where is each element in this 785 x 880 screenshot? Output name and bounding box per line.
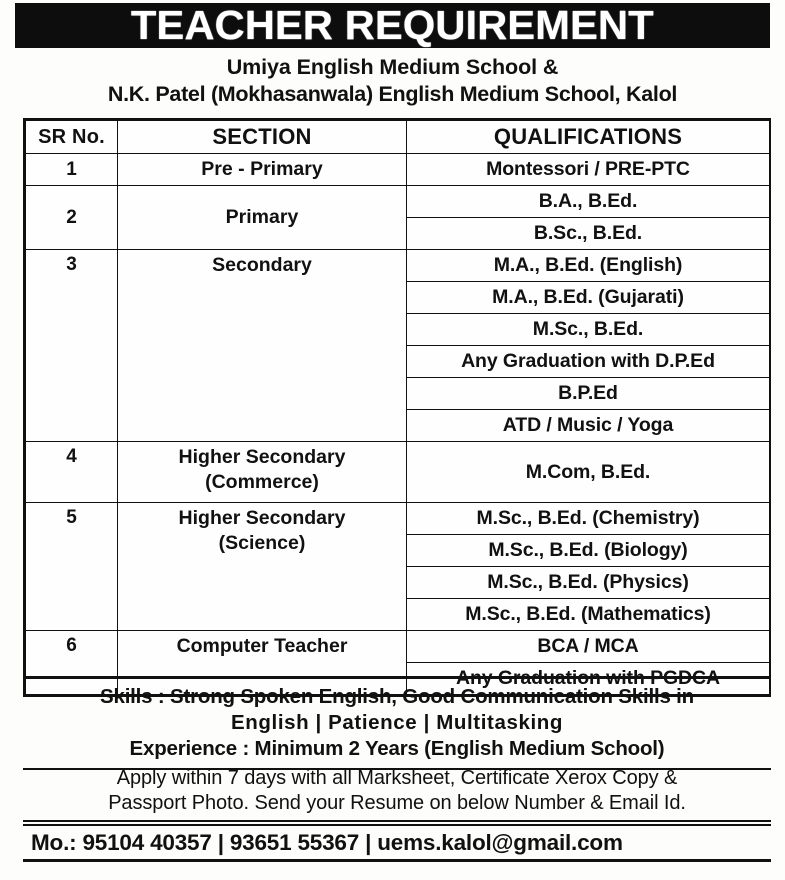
apply-instructions: Apply within 7 days with all Marksheet, … [23, 766, 771, 822]
cell-qualification: B.Sc., B.Ed. [406, 217, 770, 250]
apply-line-1: Apply within 7 days with all Marksheet, … [116, 767, 678, 789]
table-row: M.Sc., B.Ed. (Biology) [26, 534, 770, 567]
cell-qualification: M.Sc., B.Ed. (Physics) [406, 566, 770, 599]
table-row: 2 Primary B.A., B.Ed. [25, 185, 770, 250]
banner-title: TEACHER REQUIREMENT [131, 3, 654, 48]
cell-sr-no: 5 [25, 502, 118, 631]
school-name-line-2: N.K. Patel (Mokhasanwala) English Medium… [107, 82, 678, 106]
cell-qualification: M.Sc., B.Ed. [406, 313, 770, 346]
cell-section: Primary [117, 185, 407, 250]
cell-section: Pre - Primary [117, 153, 407, 186]
table-row: 3 Secondary M.A., B.Ed. (English) [25, 249, 770, 442]
skills-line-1: Skills : Strong Spoken English, Good Com… [100, 685, 694, 708]
table-row: 6 Computer Teacher BCA / MCA [25, 630, 770, 695]
table-row: M.A., B.Ed. (Gujarati) [26, 281, 770, 314]
column-header-qualifications: QUALIFICATIONS [406, 120, 770, 154]
contact-text: Mo.: 95104 40357 | 93651 55367 | uems.ka… [31, 829, 623, 855]
requirement-table: SR No. SECTION QUALIFICATIONS 1 Pre - Pr… [25, 120, 770, 695]
column-header-section: SECTION [117, 120, 407, 154]
cell-qualification: BCA / MCA [406, 630, 770, 663]
skills-line-2: English | Patience | Multitasking [231, 711, 563, 734]
cell-qualification: B.P.Ed [406, 377, 770, 410]
table-row: 1 Pre - Primary Montessori / PRE-PTC [25, 153, 770, 186]
cell-qualification: ATD / Music / Yoga [406, 409, 770, 442]
cell-sr-no: 2 [25, 185, 118, 250]
table-row: 4 Higher Secondary (Commerce) M.Com, B.E… [25, 441, 770, 503]
requirement-table-wrapper: SR No. SECTION QUALIFICATIONS 1 Pre - Pr… [23, 118, 771, 697]
cell-section-line-1: Higher Secondary [178, 446, 346, 468]
cell-section-line-2: (Science) [218, 532, 306, 554]
cell-sr-no: 1 [25, 153, 118, 186]
cell-qualification: M.Sc., B.Ed. (Mathematics) [406, 598, 770, 631]
contact-bar: Mo.: 95104 40357 | 93651 55367 | uems.ka… [23, 824, 771, 862]
cell-sr-no: 3 [25, 249, 118, 442]
table-row: B.Sc., B.Ed. [26, 217, 770, 250]
table-row: ATD / Music / Yoga [26, 409, 770, 442]
cell-section: Computer Teacher [117, 630, 407, 695]
table-row: M.Sc., B.Ed. (Physics) [26, 566, 770, 599]
apply-line-2: Passport Photo. Send your Resume on belo… [108, 792, 686, 814]
cell-section-line-1: Higher Secondary [178, 507, 346, 529]
table-row: B.P.Ed [26, 377, 770, 410]
cell-qualification: M.Com, B.Ed. [406, 441, 770, 503]
column-header-sr-no: SR No. [25, 120, 118, 154]
cell-qualification: M.A., B.Ed. (English) [406, 249, 770, 282]
skills-section: Skills : Strong Spoken English, Good Com… [23, 676, 771, 770]
cell-sr-no: 6 [25, 630, 118, 695]
cell-qualification: Any Graduation with D.P.Ed [406, 345, 770, 378]
cell-qualification: M.Sc., B.Ed. (Chemistry) [406, 502, 770, 535]
table-header-row: SR No. SECTION QUALIFICATIONS [25, 120, 770, 154]
table-row: M.Sc., B.Ed. (Mathematics) [26, 598, 770, 631]
cell-section-line-2: (Commerce) [205, 471, 319, 493]
banner: TEACHER REQUIREMENT [15, 3, 770, 48]
cell-qualification: B.A., B.Ed. [406, 185, 770, 218]
school-name-line-1: Umiya English Medium School & [226, 55, 559, 79]
table-row: Any Graduation with D.P.Ed [26, 345, 770, 378]
cell-sr-no: 4 [25, 441, 118, 503]
cell-section: Higher Secondary (Science) [117, 502, 407, 631]
experience-line: Experience : Minimum 2 Years (English Me… [129, 737, 665, 760]
cell-section: Higher Secondary (Commerce) [117, 441, 407, 503]
cell-qualification: M.A., B.Ed. (Gujarati) [406, 281, 770, 314]
cell-section: Secondary [117, 249, 407, 442]
table-row: 5 Higher Secondary (Science) M.Sc., B.Ed… [25, 502, 770, 631]
cell-qualification: Montessori / PRE-PTC [406, 153, 770, 186]
cell-qualification: M.Sc., B.Ed. (Biology) [406, 534, 770, 567]
school-names: Umiya English Medium School & N.K. Patel… [17, 54, 768, 108]
